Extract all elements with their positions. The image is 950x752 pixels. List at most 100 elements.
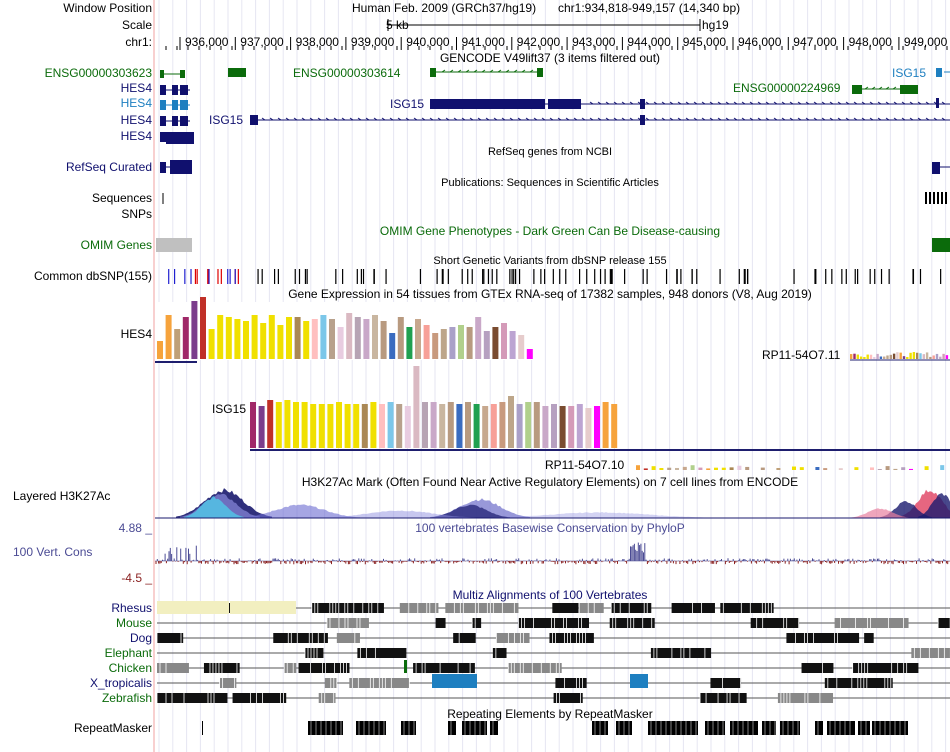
strand-arrow (837, 101, 842, 105)
gtex-bar-hes4 (311, 319, 318, 359)
gencode-label-ensg303623[interactable]: ENSG00000303623 (44, 66, 152, 80)
strand-arrow (893, 101, 898, 105)
species-dog[interactable]: Dog (129, 631, 152, 645)
strand-arrow (269, 117, 274, 121)
gtex-bar-rp11 (924, 466, 929, 470)
strand-arrow (277, 117, 282, 121)
gtex-bar-rp11 (815, 467, 820, 470)
gtex-bar-rp11 (850, 354, 853, 359)
species-zebrafish[interactable]: Zebrafish (101, 691, 152, 705)
strand-arrow (669, 101, 674, 105)
alignment-block (834, 618, 909, 628)
gtex-bar-isg15 (387, 402, 394, 448)
strand-arrow (437, 117, 442, 121)
gtex-bar-isg15 (284, 400, 291, 448)
alignment-block (555, 678, 587, 688)
strand-arrow (871, 86, 876, 90)
species-chicken[interactable]: Chicken (108, 661, 152, 675)
gtex-bar-rp11 (922, 354, 925, 359)
sequences-label[interactable]: Sequences (91, 191, 152, 205)
strand-arrow (725, 101, 730, 105)
strand-arrow (693, 117, 698, 121)
conservation-title: 100 vertebrates Basewise Conservation by… (415, 521, 685, 535)
multiz-title: Multiz Alignments of 100 Vertebrates (452, 588, 648, 602)
strand-arrow (909, 101, 914, 105)
snps-label[interactable]: SNPs (121, 207, 152, 221)
strand-arrow (917, 101, 922, 105)
strand-arrow (497, 69, 502, 73)
gtex-bar-isg15 (559, 406, 566, 448)
gene-label-ensg224969[interactable]: ENSG00000224969 (733, 81, 841, 95)
gtex-label-hes4[interactable]: HES4 (120, 327, 152, 341)
ruler-tick-label: 947,000 (793, 35, 837, 49)
repeatmasker-label[interactable]: RepeatMasker (73, 721, 152, 735)
strand-arrow (917, 117, 922, 121)
dbsnp-label[interactable]: Common dbSNP(155) (33, 269, 152, 283)
strand-arrow (389, 117, 394, 121)
strand-arrow (597, 117, 602, 121)
strand-arrow (837, 117, 842, 121)
hes4-exon (166, 132, 194, 144)
strand-arrow (513, 69, 518, 73)
conservation-label[interactable]: 100 Vert. Cons (13, 545, 93, 559)
gtex-label-rp11-11[interactable]: RP11-54O7.11 (762, 348, 841, 362)
gtex-bar-hes4 (354, 317, 361, 359)
alignment-block (700, 693, 747, 703)
gene-label-isg15-3[interactable]: ISG15 (209, 113, 244, 127)
species-elephant[interactable]: Elephant (104, 646, 152, 660)
alignment-block (938, 618, 950, 628)
h3k27ac-peak (918, 493, 950, 518)
gtex-bar-isg15 (379, 404, 385, 448)
strand-arrow (845, 101, 850, 105)
conservation-max: 4.88 _ (118, 521, 152, 535)
repeat-element (401, 721, 416, 735)
species-mouse[interactable]: Mouse (115, 616, 152, 630)
alignment-block (508, 663, 562, 673)
gene-label-isg15-1[interactable]: ISG15 (892, 66, 927, 80)
scale-label: Scale (121, 18, 152, 32)
gtex-bar-rp11 (889, 354, 892, 359)
strand-arrow (878, 86, 883, 90)
species-x-tropicalis[interactable]: X_tropicalis (89, 676, 152, 690)
strand-arrow (509, 117, 514, 121)
gtex-bar-rp11 (883, 356, 886, 359)
strand-arrow (901, 101, 906, 105)
strand-arrow (701, 101, 706, 105)
gtex-label-isg15[interactable]: ISG15 (211, 402, 246, 416)
gene-label-ensg303614[interactable]: ENSG00000303614 (293, 66, 401, 80)
gene-label-isg15-2[interactable]: ISG15 (390, 97, 425, 111)
gtex-bar-hes4 (191, 301, 198, 359)
feature-block (936, 68, 942, 77)
gencode-label-hes4-2[interactable]: HES4 (120, 96, 152, 110)
gtex-bar-isg15 (499, 402, 506, 448)
strand-arrow (757, 117, 762, 121)
strand-arrow (685, 117, 690, 121)
gtex-bar-rp11 (912, 352, 916, 359)
gtex-bar-hes4 (518, 335, 525, 359)
gencode-label-hes4-1[interactable]: HES4 (120, 81, 152, 95)
species-rhesus[interactable]: Rhesus (111, 601, 152, 615)
gtex-label-rp11-10[interactable]: RP11-54O7.10 (545, 458, 625, 472)
repeat-element (308, 721, 343, 735)
gencode-label-hes4-4[interactable]: HES4 (120, 129, 152, 143)
gtex-bar-isg15 (404, 406, 411, 448)
strand-arrow (701, 117, 706, 121)
chicken-mark (404, 660, 407, 673)
gtex-bar-rp11 (896, 352, 899, 359)
gtex-bar-hes4 (251, 315, 258, 359)
gtex-bar-rp11 (838, 468, 843, 470)
gtex-bar-hes4 (200, 297, 206, 359)
gencode-label-hes4-3[interactable]: HES4 (120, 113, 152, 127)
h3k27ac-label[interactable]: Layered H3K27Ac (13, 489, 111, 503)
strand-arrow (285, 117, 290, 121)
refseq-label[interactable]: RefSeq Curated (65, 160, 152, 174)
omim-label[interactable]: OMIM Genes (80, 238, 152, 252)
feature-block (900, 85, 918, 94)
strand-arrow (541, 117, 546, 121)
gtex-bar-isg15 (465, 402, 471, 448)
gtex-bar-hes4 (492, 327, 499, 359)
gtex-bar-hes4 (406, 327, 413, 359)
gtex-bar-hes4 (397, 317, 404, 359)
strand-arrow (309, 117, 314, 121)
